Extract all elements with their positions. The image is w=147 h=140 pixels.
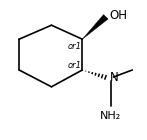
- Polygon shape: [82, 15, 108, 39]
- Text: NH₂: NH₂: [100, 111, 121, 121]
- Text: OH: OH: [110, 9, 127, 22]
- Text: or1: or1: [68, 61, 82, 70]
- Text: N: N: [110, 71, 119, 84]
- Text: or1: or1: [68, 42, 82, 51]
